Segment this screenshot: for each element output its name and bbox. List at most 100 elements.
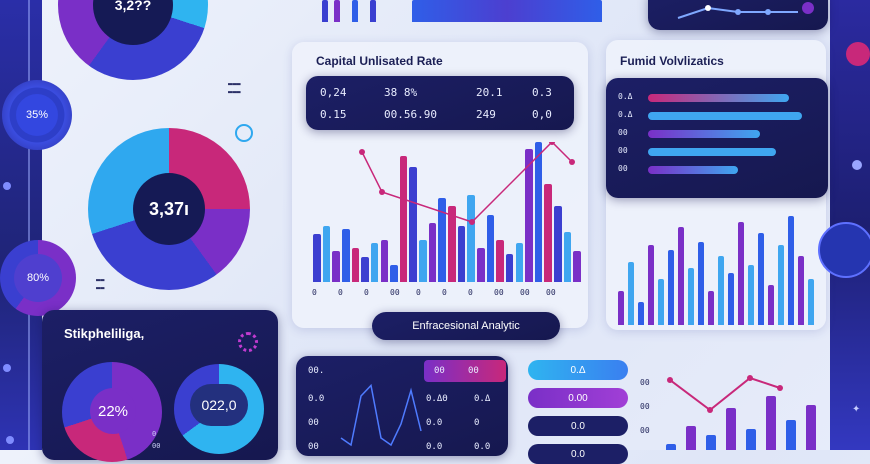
chart-bar <box>448 206 456 282</box>
rail-dot <box>3 182 11 190</box>
table-header: 00 <box>468 366 479 376</box>
funnel-row-bar <box>648 166 738 174</box>
funnel-chart-bar <box>638 302 644 325</box>
stakeholder-gauge-a: 22% <box>62 362 162 462</box>
pill-button[interactable]: 0.Δ <box>528 360 628 380</box>
capital-panel-title: Capital Unlisated Rate <box>316 54 443 68</box>
left-legend: ▬▬ ▬▬ <box>96 276 105 292</box>
chart-bar <box>428 223 437 282</box>
bottom-right-chart: 00 00 00 <box>640 360 830 450</box>
top-bars-strip <box>322 0 602 22</box>
gear-icon[interactable] <box>238 332 258 352</box>
table-cell: 0.3 <box>532 86 552 99</box>
funnel-chart-bar <box>778 244 784 325</box>
chart-bar <box>380 240 389 282</box>
analytics-button-label: Enfracesional Analytic <box>412 320 520 332</box>
main-donut-gauge: 3,37ı <box>88 128 250 290</box>
bottom-right-bar <box>786 420 796 450</box>
table-line-chart <box>340 383 422 447</box>
chart-bar <box>534 142 543 282</box>
capital-bar-chart <box>312 142 582 282</box>
chart-bar <box>563 231 572 282</box>
chart-bar <box>544 184 553 282</box>
funnel-chart-bar <box>658 279 664 325</box>
right-rail-pin-icon[interactable] <box>818 222 870 278</box>
funnel-chart-bar <box>718 256 724 325</box>
chart-bar <box>409 167 418 282</box>
table-cell: 0.15 <box>320 108 347 121</box>
capital-tick: 0 <box>416 288 421 297</box>
stakeholder-value-a: 22% <box>97 402 129 420</box>
bottom-right-bar <box>686 426 696 450</box>
chart-bar <box>505 254 514 282</box>
table-cell: 0.0 <box>474 442 491 452</box>
stakeholder-gauge-b: 022,0 <box>174 364 264 454</box>
funnel-panel: Fumid Volvlizatics 0.Δ 0.Δ 00 00 00 <box>606 40 828 330</box>
table-cell: 0,24 <box>320 86 347 99</box>
capital-tick: 0 <box>312 288 317 297</box>
chart-bar <box>554 206 562 282</box>
chart-bar <box>419 240 427 282</box>
funnel-chart-bar <box>758 233 764 325</box>
table-header-highlight <box>424 360 506 382</box>
funnel-row-bar <box>648 112 802 120</box>
bottom-right-bar <box>766 396 776 450</box>
capital-tick: 0 <box>468 288 473 297</box>
pill-button[interactable]: 0.00 <box>528 388 628 408</box>
pill-button[interactable]: 0.0 <box>528 444 628 464</box>
chart-bar <box>496 240 504 282</box>
stakeholder-panel: Stikpheliliga, 22% 022,0 0 00 <box>42 310 278 462</box>
info-icon[interactable] <box>235 124 253 142</box>
capital-tick: 00 <box>520 288 530 297</box>
funnel-chart-bar <box>688 267 694 325</box>
capital-tick: 0 <box>338 288 343 297</box>
main-donut-legend: ▬▬▬ ▬▬▬ <box>228 80 241 96</box>
bottom-right-bar <box>666 444 676 450</box>
left-gauge-b-value: 80% <box>26 272 50 284</box>
left-gauge-b: 80% <box>0 240 76 316</box>
funnel-row-label: 00 <box>618 128 628 137</box>
bottom-right-bar <box>746 429 756 450</box>
bottom-right-tick: 00 <box>640 378 650 387</box>
funnel-chart-bar <box>628 261 634 325</box>
top-right-line-widget <box>648 0 828 30</box>
pill-button[interactable]: 0.0 <box>528 416 628 436</box>
bottom-right-bar <box>726 408 736 450</box>
analytics-button[interactable]: Enfracesional Analytic <box>372 312 560 340</box>
left-rail-line <box>28 0 30 450</box>
right-rail-dot-icon <box>852 160 862 170</box>
funnel-row-label: 00 <box>618 164 628 173</box>
funnel-chart-bar <box>728 273 734 325</box>
right-rail-star-icon: ✦ <box>852 404 861 415</box>
table-cell: 0.ΔΘ <box>426 394 448 404</box>
chart-bar <box>476 248 485 282</box>
chart-bar <box>399 156 408 282</box>
chart-bar <box>486 214 495 282</box>
capital-tick: 0 <box>364 288 369 297</box>
bottom-right-tick: 00 <box>640 402 650 411</box>
capital-tick: 0 <box>442 288 447 297</box>
table-cell: 0,0 <box>532 108 552 121</box>
funnel-panel-title: Fumid Volvlizatics <box>620 54 724 68</box>
table-cell: 20.1 <box>476 86 503 99</box>
bottom-right-bar <box>806 405 816 450</box>
funnel-rows: 0.Δ 0.Δ 00 00 00 <box>606 78 828 198</box>
table-cell: 0.0 <box>308 394 325 404</box>
funnel-chart-bar <box>748 265 754 325</box>
funnel-chart-bar <box>738 221 744 325</box>
bottom-right-bar <box>706 435 716 450</box>
funnel-chart-bar <box>708 290 714 325</box>
funnel-row-bar <box>648 148 776 156</box>
stakeholder-value-b: 022,0 <box>201 397 237 413</box>
chart-bar <box>390 265 398 282</box>
capital-tick: 00 <box>494 288 504 297</box>
right-rail-pin-icon[interactable] <box>846 42 870 66</box>
left-rail <box>0 0 42 450</box>
table-cell: 0.0 <box>426 442 443 452</box>
funnel-row-bar <box>648 94 789 102</box>
capital-panel: Capital Unlisated Rate 0,24 38 8% 20.1 0… <box>292 42 588 328</box>
chart-bar <box>322 226 331 282</box>
capital-panel-table: 0,24 38 8% 20.1 0.3 0.15 00.56.90 249 0,… <box>306 76 574 130</box>
table-cell: 00.56.90 <box>384 108 437 121</box>
chart-bar <box>370 242 379 282</box>
